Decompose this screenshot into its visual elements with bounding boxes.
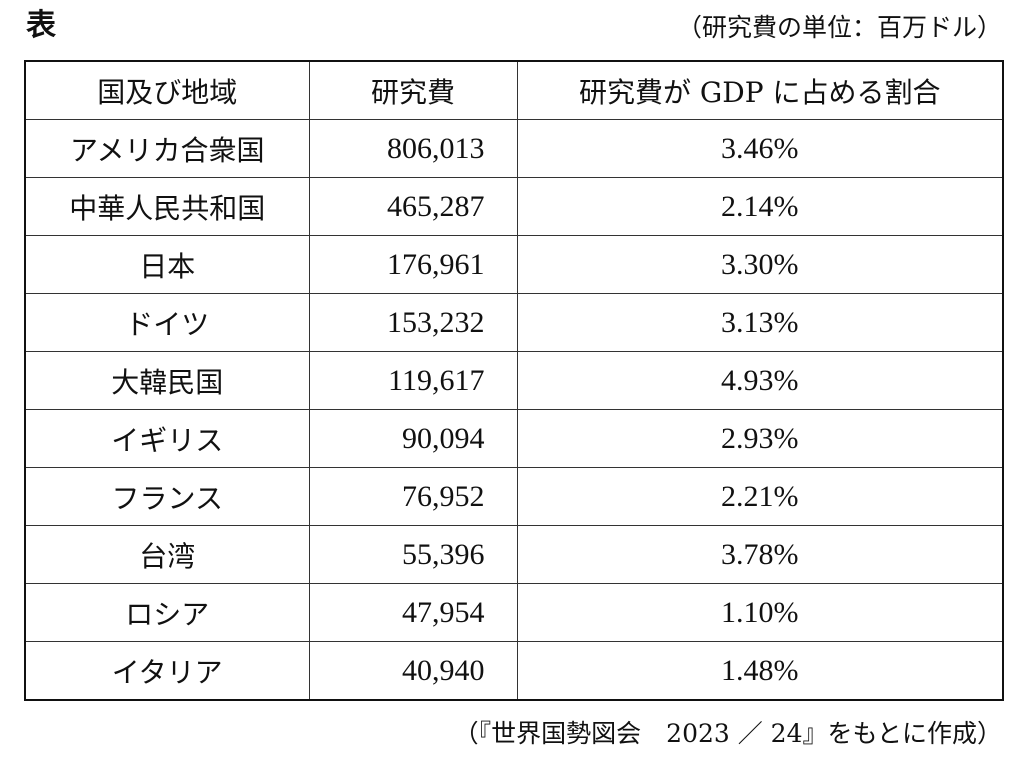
country-cell: ドイツ [24, 293, 310, 352]
country-cell: アメリカ合衆国 [24, 119, 310, 178]
table-row: ドイツ 153,232 3.13% [24, 293, 1004, 352]
cost-cell: 55,396 [308, 525, 518, 584]
rd-expenditure-table: 国及び地域 研究費 研究費が GDP に占める割合 アメリカ合衆国 806,01… [24, 60, 1004, 701]
cost-cell: 40,940 [308, 641, 518, 701]
cost-cell: 176,961 [308, 235, 518, 294]
ratio-cell: 2.14% [516, 177, 1004, 236]
country-cell: 台湾 [24, 525, 310, 584]
header-cost: 研究費 [308, 60, 518, 120]
ratio-cell: 2.21% [516, 467, 1004, 526]
country-cell: イタリア [24, 641, 310, 701]
table-heading: 表 [26, 8, 56, 43]
ratio-cell: 3.30% [516, 235, 1004, 294]
table-row: フランス 76,952 2.21% [24, 467, 1004, 526]
ratio-cell: 1.48% [516, 641, 1004, 701]
table-row: アメリカ合衆国 806,013 3.46% [24, 119, 1004, 178]
unit-note: （研究費の単位：百万ドル） [676, 13, 1002, 42]
header-ratio: 研究費が GDP に占める割合 [516, 60, 1004, 120]
ratio-cell: 3.78% [516, 525, 1004, 584]
table-row: 中華人民共和国 465,287 2.14% [24, 177, 1004, 236]
cost-cell: 806,013 [308, 119, 518, 178]
table-row: 日本 176,961 3.30% [24, 235, 1004, 294]
ratio-cell: 4.93% [516, 351, 1004, 410]
ratio-cell: 1.10% [516, 583, 1004, 642]
country-cell: イギリス [24, 409, 310, 468]
country-cell: 日本 [24, 235, 310, 294]
country-cell: 中華人民共和国 [24, 177, 310, 236]
ratio-cell: 2.93% [516, 409, 1004, 468]
cost-cell: 76,952 [308, 467, 518, 526]
country-cell: ロシア [24, 583, 310, 642]
header-country: 国及び地域 [24, 60, 310, 120]
cost-cell: 153,232 [308, 293, 518, 352]
table-row: ロシア 47,954 1.10% [24, 583, 1004, 642]
ratio-cell: 3.46% [516, 119, 1004, 178]
cost-cell: 119,617 [308, 351, 518, 410]
table-row: 台湾 55,396 3.78% [24, 525, 1004, 584]
source-note: （『世界国勢図会 2023 ／ 24』をもとに作成） [453, 719, 1002, 748]
table-row: イタリア 40,940 1.48% [24, 641, 1004, 701]
cost-cell: 47,954 [308, 583, 518, 642]
cost-cell: 465,287 [308, 177, 518, 236]
table-header-row: 国及び地域 研究費 研究費が GDP に占める割合 [24, 60, 1004, 120]
cost-cell: 90,094 [308, 409, 518, 468]
table-row: イギリス 90,094 2.93% [24, 409, 1004, 468]
country-cell: フランス [24, 467, 310, 526]
country-cell: 大韓民国 [24, 351, 310, 410]
ratio-cell: 3.13% [516, 293, 1004, 352]
table-row: 大韓民国 119,617 4.93% [24, 351, 1004, 410]
